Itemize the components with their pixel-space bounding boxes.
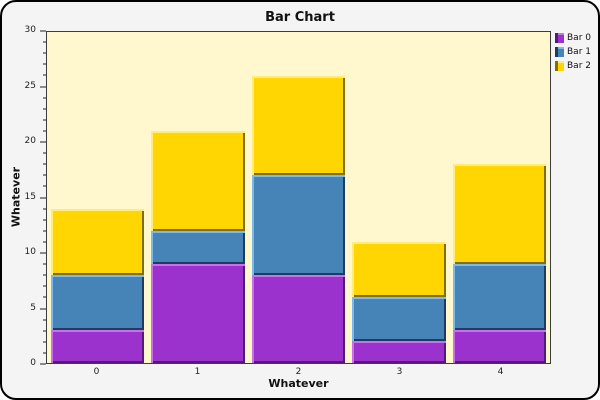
bar-2 [248,32,349,363]
y-minor-tick [43,230,46,232]
plot-area [46,31,551,364]
y-major-tick [40,197,46,198]
y-minor-tick [43,63,46,65]
y-tick-label: 15 [24,191,36,202]
bars [47,32,550,363]
bar-4-segment-bar-2 [452,164,547,264]
y-major-tick [40,308,46,309]
legend: Bar 0 Bar 1 Bar 2 [555,33,591,71]
legend-label: Bar 2 [567,61,591,71]
y-minor-tick [43,163,46,165]
chart-title: Bar Chart [265,10,335,25]
bar-1-segment-bar-2 [151,131,245,231]
y-minor-tick [43,74,46,76]
bar-3-segment-bar-0 [352,340,446,363]
bar-1-segment-bar-1 [151,230,245,264]
x-tick-label: 2 [295,367,302,377]
legend-swatch-icon [555,33,564,43]
y-minor-tick [43,41,46,43]
y-tick-label: 30 [24,25,36,36]
y-major-tick [40,86,46,87]
y-tick-label: 0 [30,358,36,369]
y-minor-tick [43,208,46,210]
y-minor-tick [43,130,46,132]
x-tick-label: 4 [497,367,504,377]
legend-swatch-icon [555,61,564,71]
legend-label: Bar 1 [567,47,591,57]
y-minor-tick [43,219,46,221]
legend-item-bar-1: Bar 1 [555,47,591,57]
x-tick-label: 0 [93,367,100,377]
bar-2-segment-bar-1 [251,175,346,275]
bar-0-segment-bar-1 [50,274,145,330]
legend-item-bar-2: Bar 2 [555,61,591,71]
bar-3-segment-bar-2 [352,241,446,297]
y-tick-label: 5 [30,302,36,313]
bar-0-segment-bar-2 [50,208,145,275]
bar-2-segment-bar-0 [251,274,346,363]
y-minor-tick [43,174,46,176]
x-tick-labels: 0 1 2 3 4 [46,367,551,377]
y-minor-tick [43,241,46,243]
y-minor-tick [43,330,46,332]
y-minor-tick [43,296,46,298]
bar-1 [148,32,249,363]
x-axis-title: Whatever [268,377,329,390]
y-minor-tick [43,285,46,287]
bar-4-segment-bar-0 [452,329,547,363]
bar-2-segment-bar-2 [251,76,346,176]
bar-4 [449,32,550,363]
legend-swatch-icon [555,47,564,57]
y-major-tick [40,141,46,143]
legend-item-bar-0: Bar 0 [555,33,591,43]
y-tick-label: 25 [24,80,36,91]
y-tick-label: 20 [24,136,36,147]
y-minor-tick [43,319,46,321]
bar-0 [47,32,148,363]
y-minor-tick [43,52,46,54]
y-tick-label: 10 [24,247,36,258]
legend-label: Bar 0 [567,33,591,43]
y-major-tick [40,363,46,365]
y-minor-tick [43,97,46,99]
y-minor-tick [43,263,46,265]
y-major-tick [40,30,46,32]
y-minor-tick [43,341,46,343]
bar-3 [349,32,450,363]
x-tick-label: 3 [396,367,403,377]
y-minor-tick [43,152,46,154]
y-minor-tick [43,108,46,110]
bar-4-segment-bar-1 [452,263,547,330]
bar-1-segment-bar-0 [151,263,245,363]
y-major-tick [40,252,46,254]
bar-3-segment-bar-1 [352,296,446,341]
x-tick-label: 1 [194,367,201,377]
y-minor-tick [43,352,46,354]
y-axis: 0 5 10 15 20 25 30 [2,26,46,368]
y-minor-tick [43,119,46,121]
y-minor-tick [43,185,46,187]
y-minor-tick [43,274,46,276]
bar-0-segment-bar-0 [50,329,145,363]
